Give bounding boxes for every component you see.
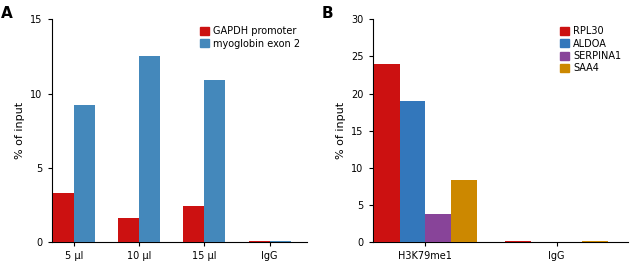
Bar	[74, 105, 95, 242]
Bar	[505, 241, 531, 242]
Bar	[374, 64, 399, 242]
Text: A: A	[1, 6, 12, 21]
Text: B: B	[321, 6, 333, 21]
Bar	[118, 218, 139, 242]
Legend: GAPDH promoter, myoglobin exon 2: GAPDH promoter, myoglobin exon 2	[197, 24, 302, 50]
Legend: RPL30, ALDOA, SERPINA1, SAA4: RPL30, ALDOA, SERPINA1, SAA4	[558, 24, 623, 75]
Bar	[270, 241, 291, 242]
Bar	[451, 180, 477, 242]
Bar	[425, 214, 451, 242]
Bar	[53, 193, 74, 242]
Bar	[184, 206, 204, 242]
Y-axis label: % of input: % of input	[335, 102, 345, 159]
Bar	[399, 101, 425, 242]
Y-axis label: % of input: % of input	[15, 102, 25, 159]
Bar	[139, 57, 160, 242]
Bar	[248, 241, 270, 242]
Bar	[204, 80, 225, 242]
Bar	[582, 241, 608, 242]
